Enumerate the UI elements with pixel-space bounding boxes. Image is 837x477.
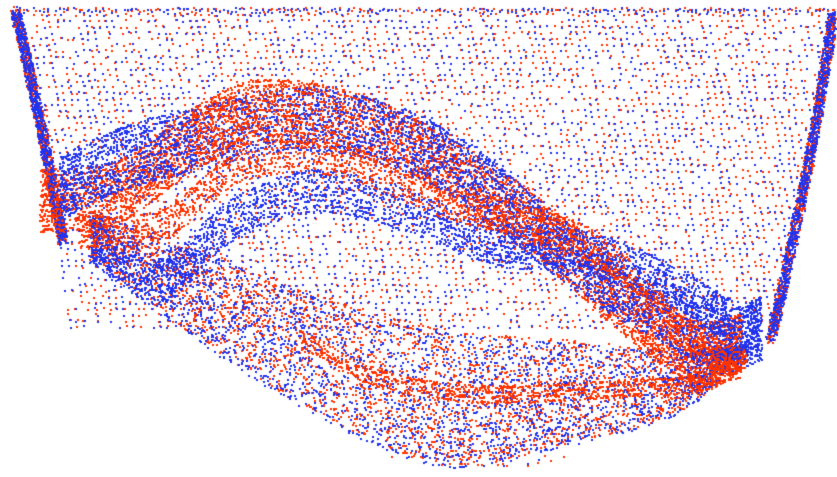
point-cloud-canvas [0,0,837,477]
point-cloud-viewport [0,0,837,477]
